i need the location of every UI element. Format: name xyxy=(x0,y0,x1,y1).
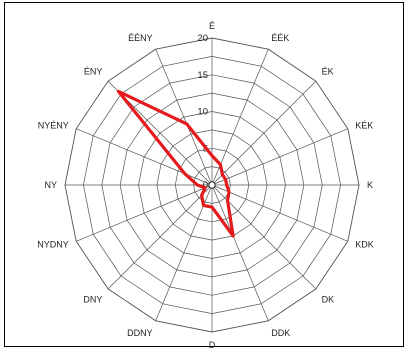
direction-label-6: DK xyxy=(322,295,335,305)
grid-spoke xyxy=(211,49,269,186)
direction-label-9: DDNY xyxy=(127,328,153,338)
radial-tick-0: 0 xyxy=(203,180,208,191)
radial-tick-15: 15 xyxy=(197,70,208,81)
center-marker xyxy=(208,181,216,189)
chart-frame xyxy=(4,2,404,347)
direction-label-15: ÉÉNY xyxy=(128,33,153,43)
direction-label-8: D xyxy=(209,340,216,350)
direction-label-11: NYDNY xyxy=(37,239,69,249)
direction-label-14: ÉNY xyxy=(84,66,103,76)
direction-label-2: ÉK xyxy=(322,66,334,76)
grid-spoke xyxy=(155,49,213,186)
series-line-0 xyxy=(116,89,235,238)
grid-spoke xyxy=(211,184,269,321)
direction-label-4: K xyxy=(367,180,373,190)
grid-spoke xyxy=(107,184,213,290)
grid-spoke xyxy=(76,184,213,242)
grid-spoke xyxy=(155,184,213,321)
direction-label-7: DDK xyxy=(271,328,290,338)
direction-label-10: DNY xyxy=(83,295,102,305)
series-layer xyxy=(116,89,235,238)
grid-spoke xyxy=(211,80,317,186)
direction-label-12: NY xyxy=(44,180,57,190)
direction-label-13: NYÉNY xyxy=(38,121,69,131)
radial-tick-20: 20 xyxy=(197,33,208,44)
direction-label-3: KÉK xyxy=(355,121,373,131)
grid-spoke xyxy=(211,184,348,242)
direction-label-1: ÉÉK xyxy=(271,33,289,43)
grid-spoke xyxy=(76,128,213,186)
direction-label-5: KDK xyxy=(355,239,374,249)
radar-grid xyxy=(64,37,360,333)
direction-labels: É ÉÉK ÉK KÉK K KDK DK DDK D DDNY DNY NYDNY NY NYÉNY ÉN… xyxy=(37,21,373,350)
grid-spoke xyxy=(211,128,348,186)
radial-tick-10: 10 xyxy=(197,107,208,118)
direction-label-0: É xyxy=(209,21,215,31)
